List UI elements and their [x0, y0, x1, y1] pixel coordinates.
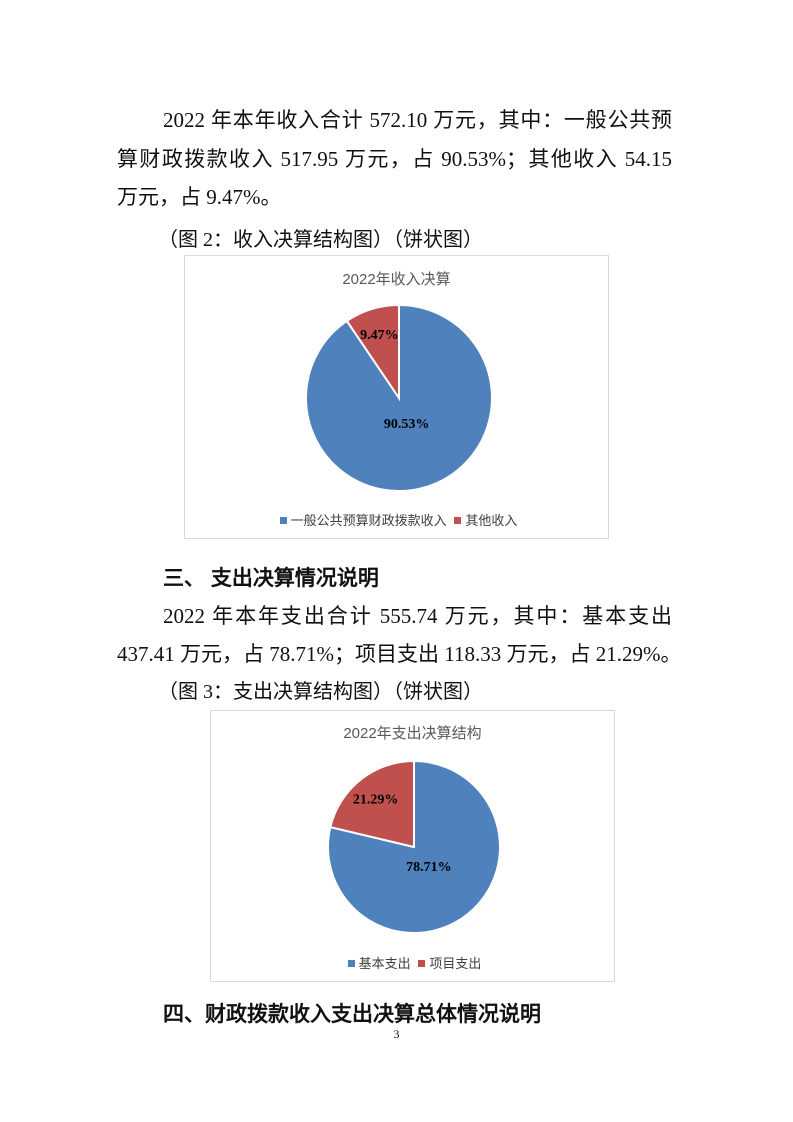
income-paragraph-line-1: 2022 年本年收入合计 572.10 万元，其中：一般公共预 [163, 108, 672, 132]
income-pie-chart: 2022年收入决算 90.53% 9.47% 一般公共预算财政拨款收入 其他收入 [184, 255, 609, 539]
figure3-caption: （图 3：支出决算结构图）（饼状图） [158, 681, 483, 703]
legend-label: 基本支出 [358, 956, 411, 971]
expense-pie-chart: 2022年支出决算结构 78.71% 21.29% 基本支出 项目支出 [210, 710, 615, 982]
legend-swatch [418, 960, 426, 967]
income-paragraph-line-2: 算财政拨款收入 517.95 万元，占 90.53%；其他收入 54.15 [117, 147, 672, 171]
legend-swatch [279, 517, 287, 524]
expense-paragraph-line-1: 2022 年本年支出合计 555.74 万元，其中：基本支出 [163, 604, 672, 628]
legend-swatch [454, 517, 462, 524]
legend-swatch [347, 960, 355, 967]
legend-label: 一般公共预算财政拨款收入 [290, 513, 447, 528]
pie-slice [345, 303, 400, 402]
pie-data-label: 78.71% [406, 860, 452, 875]
chart-legend: 一般公共预算财政拨款收入 其他收入 [185, 510, 608, 529]
pie-data-label: 9.47% [360, 328, 399, 343]
page-number: 3 [393, 1027, 400, 1041]
legend-label: 项目支出 [429, 956, 482, 971]
pie-svg: 90.53% 9.47% [305, 303, 493, 492]
income-paragraph-line-3: 万元，占 9.47%。 [117, 185, 282, 209]
chart-title: 2022年支出决算结构 [343, 725, 482, 742]
section3-heading: 三、 支出决算情况说明 [163, 567, 379, 590]
pie-svg: 78.71% 21.29% [327, 759, 501, 934]
chart-title: 2022年收入决算 [342, 271, 451, 288]
figure2-caption: （图 2：收入决算结构图）（饼状图） [158, 229, 483, 251]
expense-paragraph-line-2: 437.41 万元，占 78.71%；项目支出 118.33 万元，占 21.2… [117, 642, 682, 666]
chart-legend: 基本支出 项目支出 [211, 953, 614, 972]
section4-heading: 四、财政拨款收入支出决算总体情况说明 [163, 1003, 541, 1026]
pie-data-label: 21.29% [353, 792, 399, 807]
legend-label: 其他收入 [465, 513, 518, 528]
pie-slice [329, 759, 415, 849]
pie-data-label: 90.53% [384, 417, 430, 432]
